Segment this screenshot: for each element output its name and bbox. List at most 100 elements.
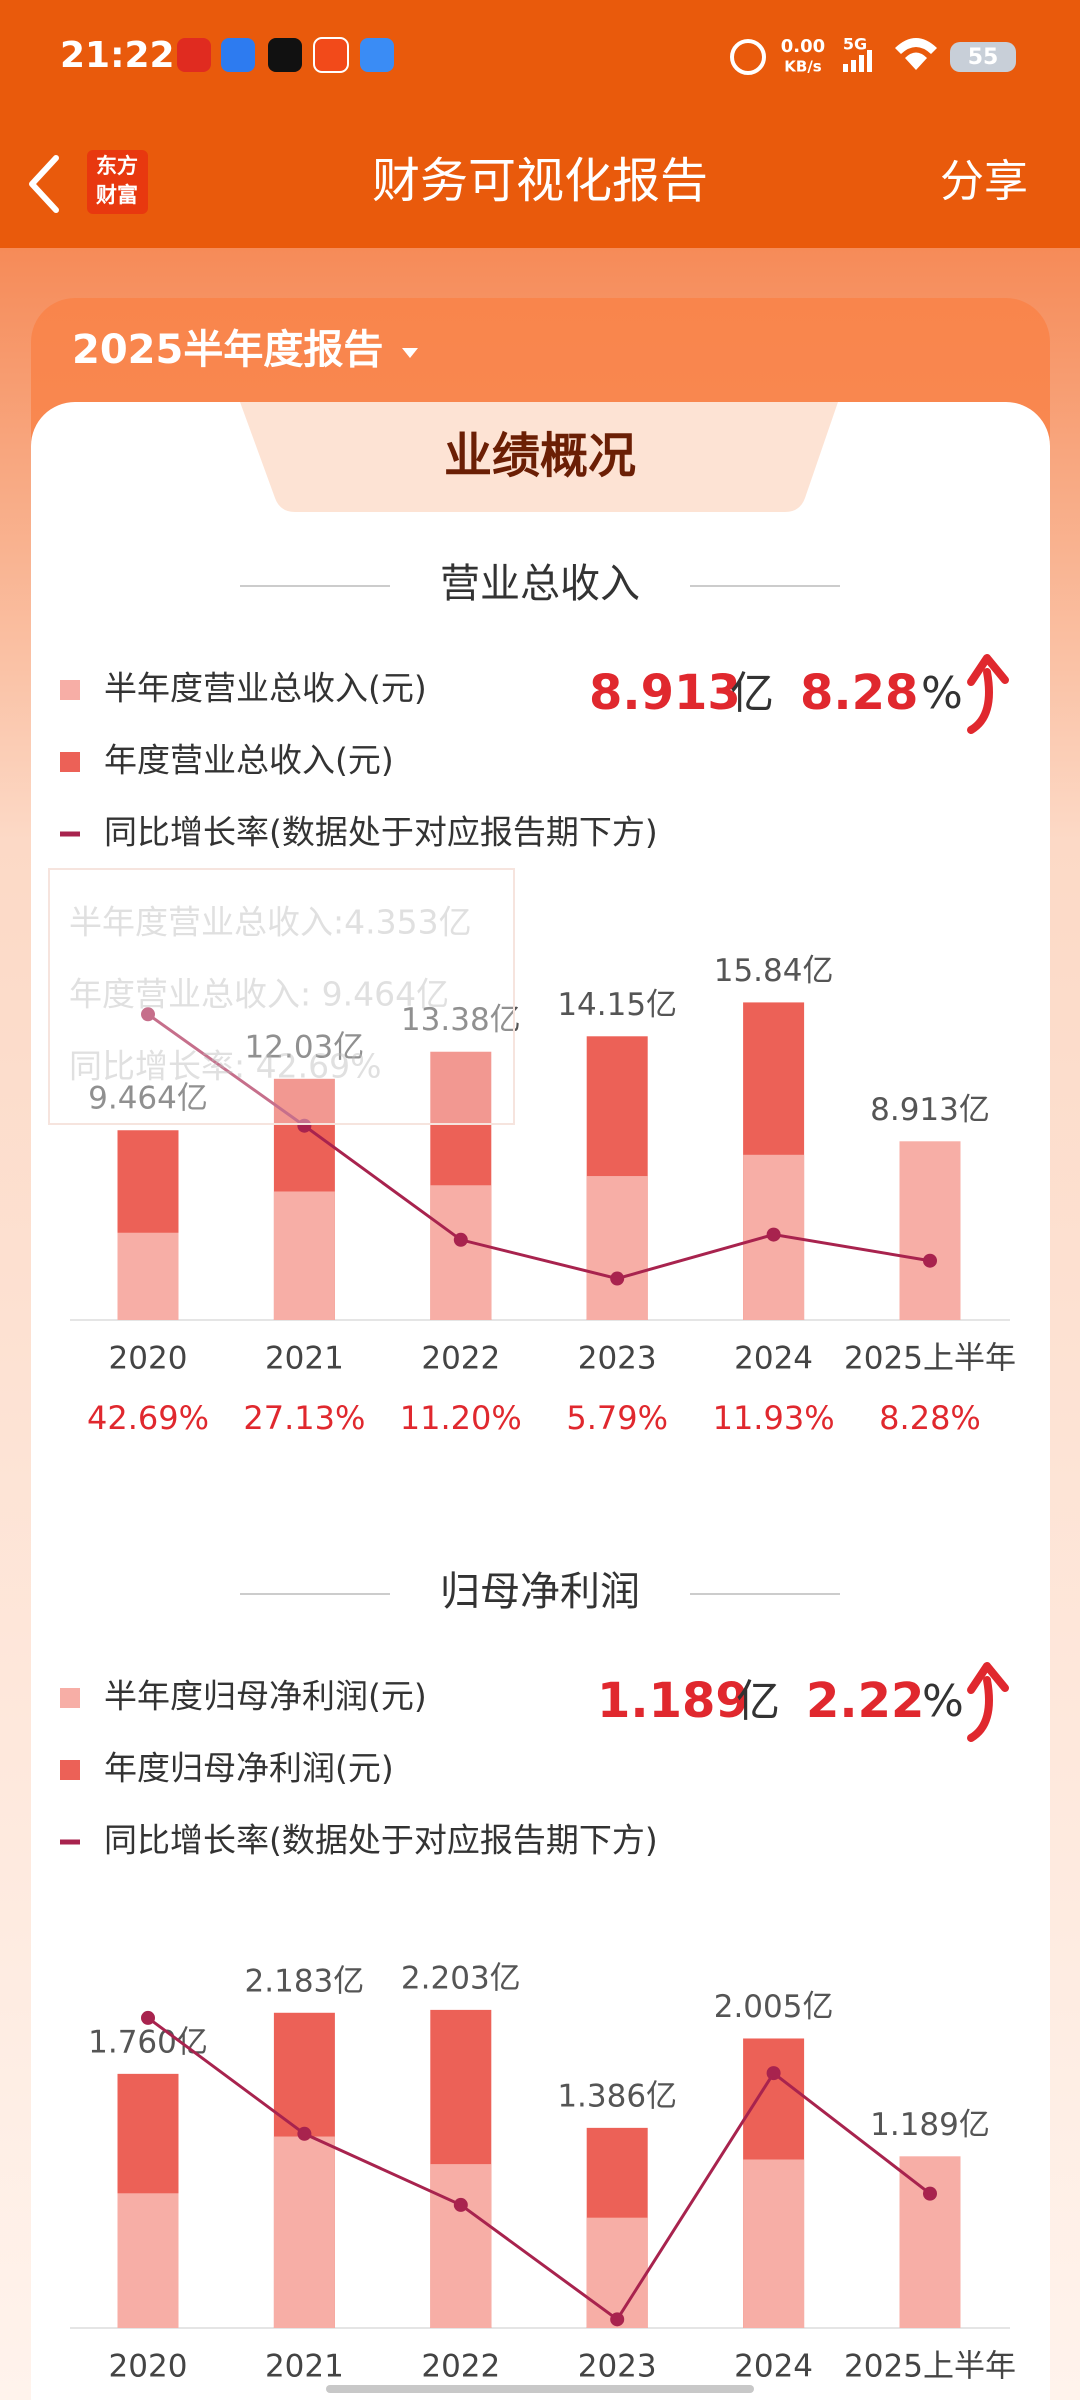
content-panel [31,402,1050,2404]
up-arrow-head [967,654,1009,686]
summary-growth-unit: % [922,1676,964,1727]
summary-growth: 8.28 [800,665,918,721]
battery [950,42,1016,72]
bar [899,1141,961,1320]
bar [743,2159,805,2328]
report-selector[interactable]: 2025半年度报告 [72,327,383,373]
tooltip [48,868,515,1125]
data-label: 15.84亿 [714,953,834,989]
data-label: 12.03亿 [245,1029,365,1065]
growth-point [453,1232,468,1247]
growth-point [297,1118,312,1133]
growth-label: 11.93% [713,1399,835,1437]
growth-label: 27.13% [243,1399,365,1437]
data-label: 1.760亿 [88,2024,208,2060]
up-arrow [967,1676,993,1742]
page-title: 财务可视化报告 [372,153,708,209]
battery-level: 55 [968,45,999,70]
x-tick-label: 2020 [109,2349,188,2385]
summary-unit: 亿 [730,668,774,719]
legend-label: 年度归母净利润(元) [104,1749,394,1788]
summary-value: 1.189 [597,1673,749,1729]
data-label: 14.15亿 [557,987,677,1023]
bar [430,1185,492,1320]
growth-line [147,1013,931,1281]
legend-swatch [60,1688,80,1708]
bar [273,2136,335,2328]
dropdown-icon[interactable] [402,348,418,358]
bar [899,2156,961,2328]
net-unit: KB/s [784,58,822,76]
bar [430,2164,492,2328]
section-tab-title: 业绩概况 [444,428,636,484]
growth-point [141,1007,155,1022]
status-time: 21:22 [60,35,175,76]
summary-value: 8.913 [589,665,741,721]
legend-label: 同比增长率(数据处于对应报告期下方) [104,1821,658,1860]
x-tick-label: 2021 [265,1341,344,1377]
data-label: 2.203亿 [401,1960,521,1996]
alarm-icon [730,39,766,75]
growth-point [141,2010,155,2025]
summary-growth: 2.22 [806,1673,924,1729]
data-label: 1.189亿 [870,2107,990,2143]
app-icon [268,38,302,72]
up-arrow [967,668,993,734]
summary-growth-unit: % [921,668,963,719]
app-icon [221,38,255,72]
growth-label: 5.79% [566,1399,668,1437]
legend-label: 半年度归母净利润(元) [104,1677,427,1716]
bar [117,1232,179,1320]
x-tick-label: 2022 [421,1341,500,1377]
growth-point [297,2126,312,2141]
data-label: 8.913亿 [870,1092,990,1128]
wifi-icon [895,38,937,70]
x-tick-label: 2023 [578,2349,657,2385]
x-tick-label: 2025上半年 [844,1341,1016,1377]
x-tick-label: 2020 [109,1341,188,1377]
bar [117,2193,179,2328]
growth-point [923,2186,937,2201]
tooltip-line: 半年度营业总收入:4.353亿 [69,903,472,942]
signal-icon [843,50,872,72]
x-tick-label: 2024 [734,1341,813,1377]
section-tab [240,402,838,512]
logo[interactable] [87,150,148,214]
growth-label: 11.20% [400,1399,522,1437]
app-icon [313,37,349,73]
tooltip-line: 同比增长率: 42.69% [69,1047,381,1086]
summary-unit: 亿 [736,1676,780,1727]
tooltip-line: 年度营业总收入: 9.464亿 [69,975,449,1014]
growth-point [610,2312,625,2327]
x-tick-label: 2022 [421,2349,500,2385]
growth-point [766,2066,781,2081]
legend-label: 年度营业总收入(元) [104,741,394,780]
net-speed: 0.00 [781,36,825,57]
data-label: 9.464亿 [88,1081,208,1117]
growth-point [923,1253,937,1268]
bar [586,1176,648,1320]
legend-label: 半年度营业总收入(元) [104,669,427,708]
x-tick-label: 2024 [734,2349,813,2385]
data-label: 13.38亿 [401,1002,521,1038]
data-label: 2.183亿 [245,1963,365,1999]
legend-swatch [60,680,80,700]
growth-point [610,1271,625,1286]
bar [273,1191,335,1320]
legend-swatch [60,752,80,772]
growth-label: 42.69% [87,1399,209,1437]
chart-title: 归母净利润 [440,1569,640,1615]
legend-swatch [60,1760,80,1780]
growth-point [453,2197,468,2212]
share-button[interactable]: 分享 [940,156,1028,207]
back-button[interactable] [29,155,59,213]
data-label: 2.005亿 [714,1989,834,2025]
logo-text: 财富 [96,183,138,207]
logo-text: 东方 [96,154,138,178]
bar [586,2217,648,2328]
app-icon [360,38,394,72]
network-type: 5G [843,35,867,54]
growth-point [766,1227,781,1242]
